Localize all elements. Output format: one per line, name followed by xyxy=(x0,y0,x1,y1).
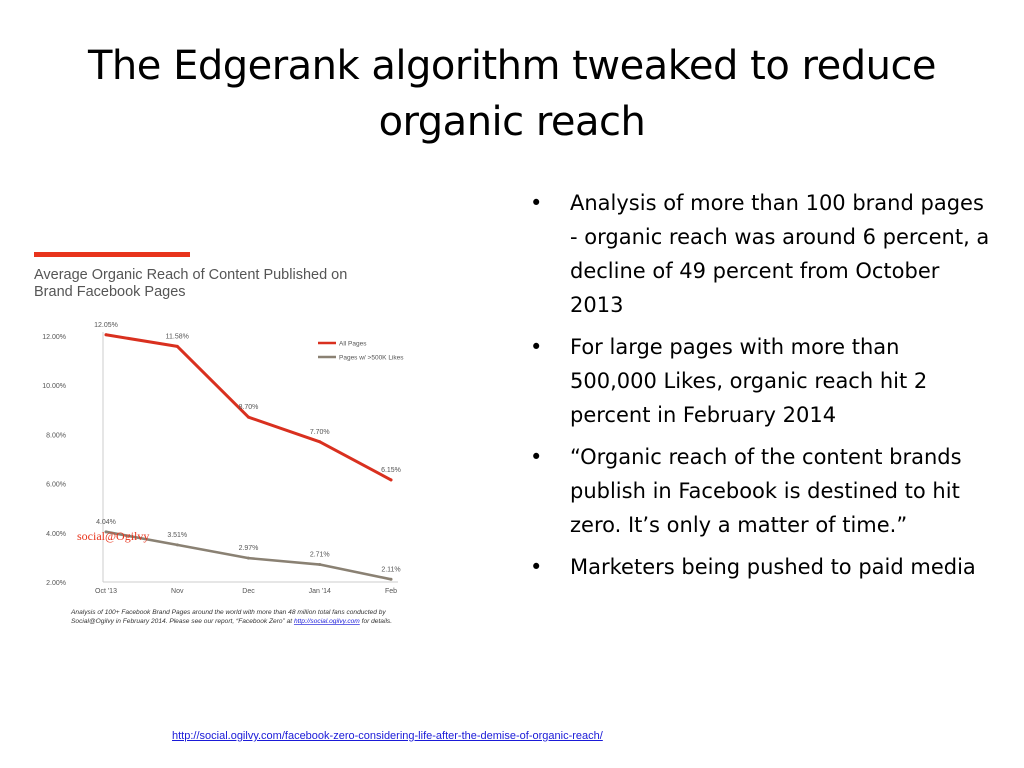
bullet-dot-icon: • xyxy=(530,555,543,579)
data-point xyxy=(175,543,179,547)
slide-title-line-2: organic reach xyxy=(378,99,646,145)
x-tick-label: Jan '14 xyxy=(309,588,331,595)
bullet-dot-icon: • xyxy=(530,335,543,359)
chart-footnote-line-1: Analysis of 100+ Facebook Brand Pages ar… xyxy=(70,609,386,616)
x-axis: Oct '13 Nov Dec Jan '14 Feb xyxy=(95,581,398,595)
x-tick-label: Oct '13 xyxy=(95,588,117,595)
data-label: 7.70% xyxy=(310,429,330,436)
bullet-item: • For large pages with more than 500,000 … xyxy=(530,330,990,432)
footnote-text-post: for details. xyxy=(360,618,392,625)
data-label: 8.70% xyxy=(239,404,259,411)
bullet-text: “Organic reach of the content brands pub… xyxy=(570,445,962,537)
data-point xyxy=(389,577,393,581)
chart-title-line-1: Average Organic Reach of Content Publish… xyxy=(34,267,347,283)
data-point xyxy=(247,556,250,560)
y-tick-label: 10.00% xyxy=(42,383,66,390)
chart-accent-bar xyxy=(34,252,190,257)
legend: All Pages Pages w/ >500K Likes xyxy=(318,341,404,362)
y-axis: 2.00% 4.00% 6.00% 8.00% 10.00% 12.00% xyxy=(42,332,104,587)
data-point xyxy=(247,415,250,419)
x-tick-label: Dec xyxy=(242,588,255,595)
y-tick-label: 4.00% xyxy=(46,531,66,538)
y-tick-label: 12.00% xyxy=(42,334,66,341)
data-label: 12.05% xyxy=(94,322,118,329)
footnote-link[interactable]: http://social.ogilvy.com xyxy=(294,618,360,625)
slide-title-line-1: The Edgerank algorithm tweaked to reduce xyxy=(87,43,937,89)
data-point xyxy=(104,333,108,337)
data-label: 11.58% xyxy=(166,333,189,340)
x-tick-label: Nov xyxy=(171,588,184,595)
data-label: 2.11% xyxy=(381,566,400,573)
chart-footnote-line-2: Social@Ogilvy in February 2014. Please s… xyxy=(71,618,392,625)
brand-logo-text: social@Ogilvy xyxy=(77,529,149,543)
data-point xyxy=(318,563,322,567)
y-tick-label: 6.00% xyxy=(46,482,66,489)
data-point xyxy=(175,344,179,348)
y-tick-label: 2.00% xyxy=(46,580,66,587)
bullet-dot-icon: • xyxy=(530,445,543,469)
bullet-list: • Analysis of more than 100 brand pages -… xyxy=(530,186,990,592)
bullet-item: • Marketers being pushed to paid media xyxy=(530,550,990,584)
data-label: 3.51% xyxy=(167,532,187,539)
footnote-text-pre: Social@Ogilvy in February 2014. Please s… xyxy=(71,618,294,625)
data-point xyxy=(389,478,393,482)
bullet-item: • Analysis of more than 100 brand pages -… xyxy=(530,186,990,322)
bullet-item: • “Organic reach of the content brands pu… xyxy=(530,440,990,542)
data-label: 2.71% xyxy=(310,552,330,559)
data-point xyxy=(318,440,322,444)
x-tick-label: Feb xyxy=(385,588,397,595)
bullet-text: Marketers being pushed to paid media xyxy=(570,555,976,579)
source-link[interactable]: http://social.ogilvy.com/facebook-zero-c… xyxy=(172,730,603,742)
bullet-text: For large pages with more than 500,000 L… xyxy=(570,335,928,427)
legend-label: Pages w/ >500K Likes xyxy=(339,355,404,362)
bullet-text: Analysis of more than 100 brand pages - … xyxy=(570,191,990,317)
data-label: 4.04% xyxy=(96,519,116,526)
y-tick-label: 8.00% xyxy=(46,432,66,439)
data-label: 6.15% xyxy=(381,467,401,474)
slide-title: The Edgerank algorithm tweaked to reduce… xyxy=(40,38,984,150)
data-label: 2.97% xyxy=(239,545,259,552)
series-layer: 12.05% 11.58% 8.70% 7.70% 6.15% 4.04% 3.51% 2.9… xyxy=(94,322,401,581)
bullet-dot-icon: • xyxy=(530,191,543,215)
chart-title-line-2: Brand Facebook Pages xyxy=(34,284,186,300)
legend-label: All Pages xyxy=(339,341,367,348)
data-point xyxy=(104,530,108,534)
chart-svg: Average Organic Reach of Content Publish… xyxy=(34,252,404,625)
organic-reach-chart: Average Organic Reach of Content Publish… xyxy=(30,248,450,628)
